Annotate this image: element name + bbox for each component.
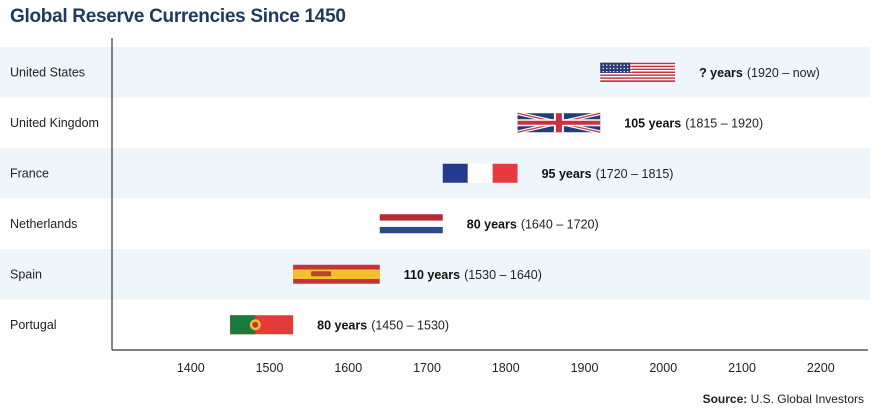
category-label: Portugal — [10, 318, 57, 332]
x-tick-label: 1700 — [413, 361, 441, 375]
duration-value: 110 years — [404, 268, 460, 282]
category-label: United Kingdom — [10, 116, 99, 130]
source-label: Source: — [702, 392, 748, 406]
duration-labels: ? years (1920 – now) 105 years (1815 – 1920… — [317, 66, 820, 333]
spain-flag-icon — [293, 264, 380, 284]
netherlands-flag-icon — [379, 214, 443, 234]
source-note: Source: U.S. Global Investors — [703, 392, 864, 406]
duration-value: 80 years — [317, 318, 367, 332]
category-label: Netherlands — [10, 217, 77, 231]
x-tick-label: 1900 — [571, 361, 599, 375]
axes — [111, 38, 868, 351]
x-tick-label: 1500 — [256, 361, 284, 375]
category-label: United States — [10, 65, 85, 79]
row-band — [0, 47, 870, 98]
duration-span: (1530 – 1640) — [464, 268, 542, 282]
us-flag-icon — [600, 62, 676, 82]
x-tick-label: 2000 — [649, 361, 677, 375]
duration-value: 105 years — [624, 116, 681, 130]
portugal-flag-icon — [230, 315, 294, 335]
row-band — [0, 249, 870, 300]
x-tick-label: 1600 — [334, 361, 362, 375]
x-tick-label: 1800 — [492, 361, 520, 375]
duration-label: 95 years (1720 – 1815) — [542, 167, 674, 181]
row-band — [0, 148, 870, 199]
category-label: France — [10, 166, 49, 180]
duration-span: (1450 – 1530) — [371, 318, 449, 332]
duration-label: 110 years (1530 – 1640) — [404, 268, 542, 282]
category-labels: United States United Kingdom France Netherl… — [10, 65, 99, 332]
france-flag-icon — [442, 163, 518, 183]
category-label: Spain — [10, 267, 42, 281]
chart-title: Global Reserve Currencies Since 1450 — [10, 6, 346, 27]
duration-label: 80 years (1450 – 1530) — [317, 318, 449, 332]
duration-span: (1640 – 1720) — [521, 217, 599, 231]
duration-value: ? years — [699, 66, 743, 80]
duration-label: 105 years (1815 – 1920) — [624, 116, 763, 130]
duration-label: ? years (1920 – now) — [699, 66, 820, 80]
duration-value: 80 years — [467, 217, 517, 231]
duration-label: 80 years (1640 – 1720) — [467, 217, 599, 231]
duration-span: (1815 – 1920) — [685, 116, 763, 130]
x-tick-label: 1400 — [177, 361, 205, 375]
source-text: U.S. Global Investors — [750, 392, 864, 406]
duration-span: (1720 – 1815) — [596, 167, 674, 181]
uk-flag-icon — [517, 111, 601, 135]
flag-bars — [230, 62, 676, 335]
row-bands — [0, 47, 870, 300]
duration-value: 95 years — [542, 167, 592, 181]
x-tick-labels: 1400 1500 1600 1700 1800 1900 2000 2100 2200 — [177, 361, 835, 375]
x-tick-label: 2100 — [728, 361, 756, 375]
x-tick-label: 2200 — [807, 361, 835, 375]
duration-span: (1920 – now) — [747, 66, 820, 80]
